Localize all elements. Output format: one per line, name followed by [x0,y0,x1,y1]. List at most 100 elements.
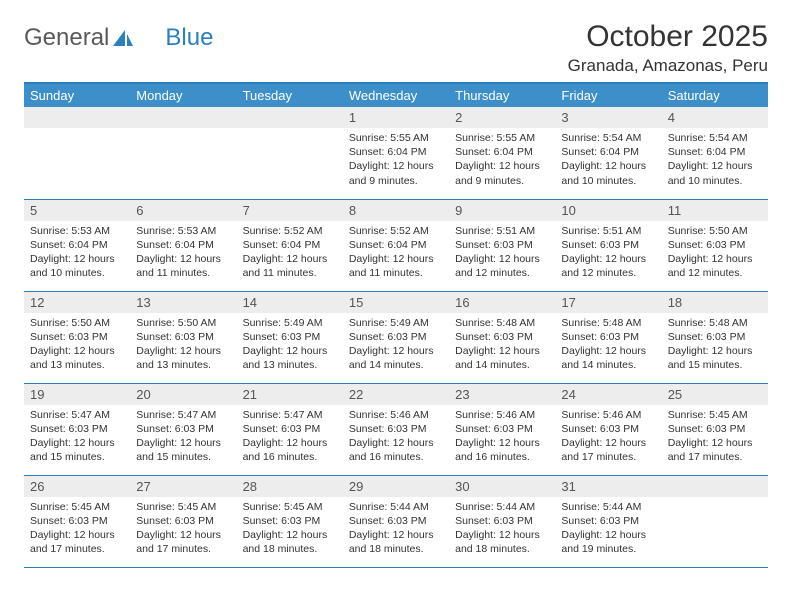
day-info: Sunrise: 5:44 AMSunset: 6:03 PMDaylight:… [449,497,555,563]
day-number: 26 [24,476,130,497]
day-number: 12 [24,292,130,313]
sunrise-line: Sunrise: 5:46 AM [455,408,549,422]
day-info: Sunrise: 5:55 AMSunset: 6:04 PMDaylight:… [343,128,449,194]
sunset-line: Sunset: 6:03 PM [668,238,762,252]
sunrise-line: Sunrise: 5:52 AM [243,224,337,238]
day-number-empty [662,476,768,497]
weekday-header-row: SundayMondayTuesdayWednesdayThursdayFrid… [24,83,768,107]
day-number-empty [130,107,236,128]
day-info: Sunrise: 5:48 AMSunset: 6:03 PMDaylight:… [555,313,661,379]
sunset-line: Sunset: 6:03 PM [243,422,337,436]
daylight-line: Daylight: 12 hours and 13 minutes. [136,344,230,372]
weekday-header: Saturday [662,83,768,107]
day-info: Sunrise: 5:47 AMSunset: 6:03 PMDaylight:… [130,405,236,471]
sunset-line: Sunset: 6:03 PM [136,330,230,344]
sunrise-line: Sunrise: 5:53 AM [30,224,124,238]
calendar-week-row: 1Sunrise: 5:55 AMSunset: 6:04 PMDaylight… [24,107,768,199]
day-number: 1 [343,107,449,128]
sunset-line: Sunset: 6:04 PM [349,238,443,252]
calendar-cell [237,107,343,199]
day-number: 28 [237,476,343,497]
calendar-cell: 5Sunrise: 5:53 AMSunset: 6:04 PMDaylight… [24,199,130,291]
sunset-line: Sunset: 6:04 PM [561,145,655,159]
day-number: 6 [130,200,236,221]
day-info: Sunrise: 5:53 AMSunset: 6:04 PMDaylight:… [130,221,236,287]
weekday-header: Friday [555,83,661,107]
sunset-line: Sunset: 6:03 PM [136,422,230,436]
day-info: Sunrise: 5:45 AMSunset: 6:03 PMDaylight:… [237,497,343,563]
sunset-line: Sunset: 6:03 PM [561,238,655,252]
calendar-cell: 24Sunrise: 5:46 AMSunset: 6:03 PMDayligh… [555,383,661,475]
sunrise-line: Sunrise: 5:45 AM [30,500,124,514]
calendar-cell: 10Sunrise: 5:51 AMSunset: 6:03 PMDayligh… [555,199,661,291]
calendar-cell [662,475,768,567]
calendar-cell: 11Sunrise: 5:50 AMSunset: 6:03 PMDayligh… [662,199,768,291]
sunset-line: Sunset: 6:03 PM [455,238,549,252]
day-number-empty [237,107,343,128]
day-info: Sunrise: 5:46 AMSunset: 6:03 PMDaylight:… [555,405,661,471]
day-info: Sunrise: 5:50 AMSunset: 6:03 PMDaylight:… [662,221,768,287]
day-number: 14 [237,292,343,313]
sunset-line: Sunset: 6:04 PM [668,145,762,159]
day-number: 22 [343,384,449,405]
sunset-line: Sunset: 6:03 PM [243,330,337,344]
calendar-cell: 30Sunrise: 5:44 AMSunset: 6:03 PMDayligh… [449,475,555,567]
sunrise-line: Sunrise: 5:55 AM [349,131,443,145]
daylight-line: Daylight: 12 hours and 11 minutes. [136,252,230,280]
calendar-cell: 22Sunrise: 5:46 AMSunset: 6:03 PMDayligh… [343,383,449,475]
daylight-line: Daylight: 12 hours and 17 minutes. [30,528,124,556]
day-number: 20 [130,384,236,405]
day-info: Sunrise: 5:45 AMSunset: 6:03 PMDaylight:… [662,405,768,471]
calendar-cell: 7Sunrise: 5:52 AMSunset: 6:04 PMDaylight… [237,199,343,291]
sunset-line: Sunset: 6:04 PM [455,145,549,159]
sunrise-line: Sunrise: 5:50 AM [30,316,124,330]
day-info: Sunrise: 5:53 AMSunset: 6:04 PMDaylight:… [24,221,130,287]
day-info: Sunrise: 5:46 AMSunset: 6:03 PMDaylight:… [449,405,555,471]
sunrise-line: Sunrise: 5:48 AM [455,316,549,330]
calendar-table: SundayMondayTuesdayWednesdayThursdayFrid… [24,82,768,568]
day-number: 4 [662,107,768,128]
sunrise-line: Sunrise: 5:54 AM [561,131,655,145]
daylight-line: Daylight: 12 hours and 14 minutes. [349,344,443,372]
sunset-line: Sunset: 6:03 PM [30,330,124,344]
sunrise-line: Sunrise: 5:47 AM [243,408,337,422]
day-number: 25 [662,384,768,405]
calendar-cell: 8Sunrise: 5:52 AMSunset: 6:04 PMDaylight… [343,199,449,291]
sunset-line: Sunset: 6:03 PM [349,514,443,528]
sunrise-line: Sunrise: 5:44 AM [455,500,549,514]
day-info: Sunrise: 5:54 AMSunset: 6:04 PMDaylight:… [555,128,661,194]
sunrise-line: Sunrise: 5:48 AM [561,316,655,330]
sunset-line: Sunset: 6:03 PM [561,422,655,436]
day-info: Sunrise: 5:55 AMSunset: 6:04 PMDaylight:… [449,128,555,194]
sunrise-line: Sunrise: 5:46 AM [349,408,443,422]
calendar-week-row: 26Sunrise: 5:45 AMSunset: 6:03 PMDayligh… [24,475,768,567]
day-number: 21 [237,384,343,405]
sunset-line: Sunset: 6:03 PM [349,330,443,344]
calendar-cell: 6Sunrise: 5:53 AMSunset: 6:04 PMDaylight… [130,199,236,291]
sunrise-line: Sunrise: 5:50 AM [136,316,230,330]
day-number: 13 [130,292,236,313]
sunset-line: Sunset: 6:04 PM [243,238,337,252]
day-number: 29 [343,476,449,497]
calendar-cell: 21Sunrise: 5:47 AMSunset: 6:03 PMDayligh… [237,383,343,475]
weekday-header: Wednesday [343,83,449,107]
calendar-cell: 23Sunrise: 5:46 AMSunset: 6:03 PMDayligh… [449,383,555,475]
daylight-line: Daylight: 12 hours and 10 minutes. [561,159,655,187]
sunrise-line: Sunrise: 5:48 AM [668,316,762,330]
sunrise-line: Sunrise: 5:50 AM [668,224,762,238]
day-info: Sunrise: 5:47 AMSunset: 6:03 PMDaylight:… [237,405,343,471]
daylight-line: Daylight: 12 hours and 16 minutes. [243,436,337,464]
day-info: Sunrise: 5:51 AMSunset: 6:03 PMDaylight:… [555,221,661,287]
calendar-cell: 9Sunrise: 5:51 AMSunset: 6:03 PMDaylight… [449,199,555,291]
day-info: Sunrise: 5:45 AMSunset: 6:03 PMDaylight:… [24,497,130,563]
sunrise-line: Sunrise: 5:45 AM [136,500,230,514]
location: Granada, Amazonas, Peru [568,56,768,76]
calendar-cell: 18Sunrise: 5:48 AMSunset: 6:03 PMDayligh… [662,291,768,383]
calendar-cell: 25Sunrise: 5:45 AMSunset: 6:03 PMDayligh… [662,383,768,475]
calendar-cell: 31Sunrise: 5:44 AMSunset: 6:03 PMDayligh… [555,475,661,567]
calendar-cell [24,107,130,199]
sunset-line: Sunset: 6:03 PM [30,514,124,528]
weekday-header: Tuesday [237,83,343,107]
daylight-line: Daylight: 12 hours and 18 minutes. [455,528,549,556]
calendar-cell: 2Sunrise: 5:55 AMSunset: 6:04 PMDaylight… [449,107,555,199]
